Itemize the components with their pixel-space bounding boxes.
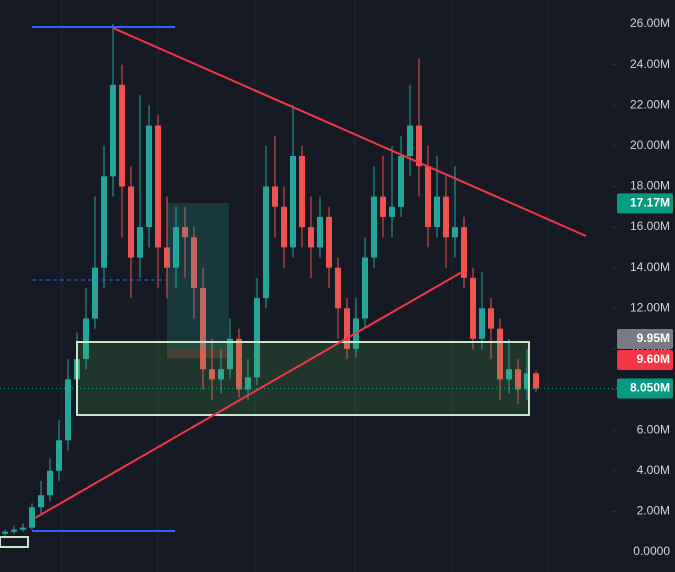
candle-body <box>119 84 125 187</box>
candle-body <box>533 373 539 389</box>
candle-body <box>254 298 260 378</box>
candle-body <box>335 267 341 309</box>
candle-body <box>272 186 278 207</box>
price-label: 9.95M <box>637 331 670 345</box>
candle-body <box>146 125 152 228</box>
y-tick-label: 26.00M <box>630 16 670 30</box>
y-tick-label: 0.0000 <box>633 544 670 558</box>
price-label: 9.60M <box>637 352 670 366</box>
candle-body <box>38 495 44 508</box>
y-tick-label: 14.00M <box>630 260 670 274</box>
candle-body <box>218 369 224 380</box>
candle-body <box>281 206 287 248</box>
candle-body <box>407 125 413 156</box>
candle-body <box>2 531 8 534</box>
candle-body <box>344 308 350 349</box>
candle-body <box>245 377 251 390</box>
candle-body <box>182 227 188 238</box>
y-tick-label: 22.00M <box>630 97 670 111</box>
candle-body <box>56 440 62 471</box>
candle-body <box>137 227 143 258</box>
y-tick-label: 12.00M <box>630 300 670 314</box>
candle-body <box>92 267 98 319</box>
candle-body <box>101 176 107 268</box>
candle-body <box>506 369 512 380</box>
candle-body <box>470 277 476 339</box>
candle-body <box>425 166 431 228</box>
candle-body <box>515 369 521 390</box>
candle-body <box>155 125 161 248</box>
candle-body <box>173 227 179 268</box>
price-label-box <box>617 350 673 371</box>
position-box <box>167 350 229 358</box>
candle-body <box>236 338 242 390</box>
y-tick-label: 20.00M <box>630 138 670 152</box>
drawings <box>0 26 587 548</box>
candle-body <box>299 156 305 228</box>
price-label-box <box>617 328 673 349</box>
y-tick-label: 4.00M <box>637 463 670 477</box>
candle-body <box>191 237 197 288</box>
zone-box <box>76 341 530 416</box>
candle-body <box>326 216 332 268</box>
candle-body <box>290 156 296 248</box>
candle-body <box>200 288 206 370</box>
candle-body <box>362 257 368 319</box>
candle-body <box>479 308 485 339</box>
candle-body <box>128 186 134 258</box>
trend-line <box>34 271 463 519</box>
candle-body <box>497 328 503 380</box>
trend-line <box>112 27 587 237</box>
candle-body <box>452 227 458 238</box>
zone-box <box>0 536 29 548</box>
candle-body <box>164 247 170 268</box>
candle-body <box>227 338 233 370</box>
candle-body <box>371 196 377 258</box>
candle-body <box>488 308 494 329</box>
y-tick-label: 24.00M <box>630 57 670 71</box>
candle-body <box>443 196 449 238</box>
candle-body <box>380 196 386 217</box>
candle-body <box>65 379 71 441</box>
y-tick-label: 16.00M <box>630 219 670 233</box>
candle-body <box>29 507 35 528</box>
candle-body <box>308 227 314 248</box>
y-tick-label: 18.00M <box>630 179 670 193</box>
price-label: 8.050M <box>630 381 670 395</box>
candle-body <box>209 369 215 380</box>
price-label-box <box>617 378 673 399</box>
y-tick-label: 2.00M <box>637 504 670 518</box>
candle-body <box>524 373 530 390</box>
price-label: 17.17M <box>630 195 670 209</box>
candle-body <box>398 156 404 207</box>
y-tick-label: 6.00M <box>637 422 670 436</box>
candle-body <box>317 216 323 248</box>
candle-body <box>389 206 395 217</box>
candle-body <box>110 84 116 177</box>
candle-body <box>434 196 440 228</box>
position-box <box>167 203 229 350</box>
candle-body <box>461 227 467 278</box>
candle-body <box>263 186 269 299</box>
price-label-box <box>617 193 673 214</box>
candle-body <box>20 527 26 530</box>
marks <box>0 24 617 536</box>
candle-body <box>47 470 53 496</box>
candle-body <box>11 529 17 532</box>
candle-body <box>83 318 89 360</box>
grid <box>61 0 549 572</box>
candle-body <box>416 125 422 167</box>
